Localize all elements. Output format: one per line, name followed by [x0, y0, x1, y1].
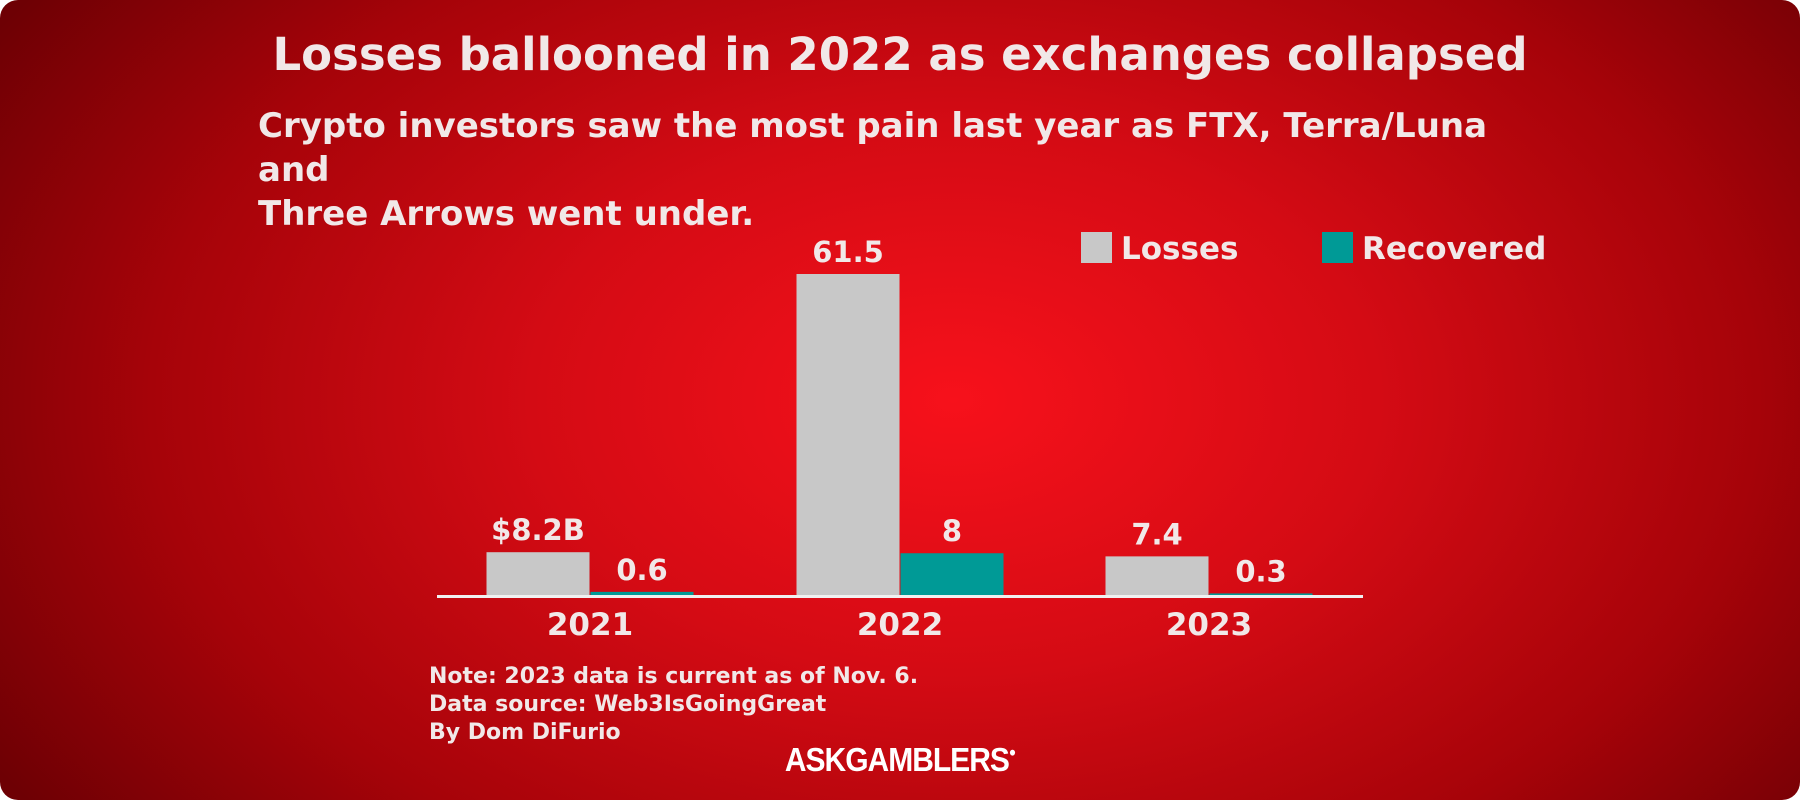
note-author: By Dom DiFurio	[429, 720, 621, 745]
data-label-losses-2021: $8.2B	[491, 513, 585, 547]
bar-losses-2023	[1105, 556, 1209, 595]
bar-recovered-2022	[900, 553, 1004, 595]
chart-subtitle: Crypto investors saw the most pain last …	[258, 106, 1488, 234]
bar-recovered-2023	[1209, 593, 1313, 595]
note-source: Data source: Web3IsGoingGreat	[429, 692, 827, 717]
brand-logo-mark: ●	[1008, 744, 1016, 760]
legend-swatch-recovered	[1322, 232, 1353, 263]
x-tick-label-2023: 2023	[1166, 607, 1252, 643]
x-tick-label-2022: 2022	[857, 607, 943, 643]
data-label-recovered-2021: 0.6	[616, 553, 667, 587]
brand-logo-text: ASKGAMBLERS	[784, 741, 1010, 779]
legend-swatch-losses	[1081, 232, 1112, 263]
bar-losses-2022	[796, 274, 900, 595]
data-label-losses-2023: 7.4	[1131, 517, 1182, 551]
brand-logo: ASKGAMBLERS●	[0, 742, 1800, 780]
chart-notes: Note: 2023 data is current as of Nov. 6.…	[429, 663, 918, 747]
legend-label-recovered: Recovered	[1362, 231, 1546, 267]
legend-label-losses: Losses	[1121, 231, 1238, 267]
data-label-recovered-2023: 0.3	[1235, 554, 1286, 588]
note-date: Note: 2023 data is current as of Nov. 6.	[429, 664, 919, 689]
bar-losses-2021	[486, 552, 590, 595]
bar-recovered-2021	[590, 591, 694, 595]
x-tick-label-2021: 2021	[547, 607, 633, 643]
data-label-losses-2022: 61.5	[812, 235, 884, 269]
chart-title: Losses ballooned in 2022 as exchanges co…	[272, 28, 1528, 81]
data-label-recovered-2022: 8	[942, 514, 962, 548]
